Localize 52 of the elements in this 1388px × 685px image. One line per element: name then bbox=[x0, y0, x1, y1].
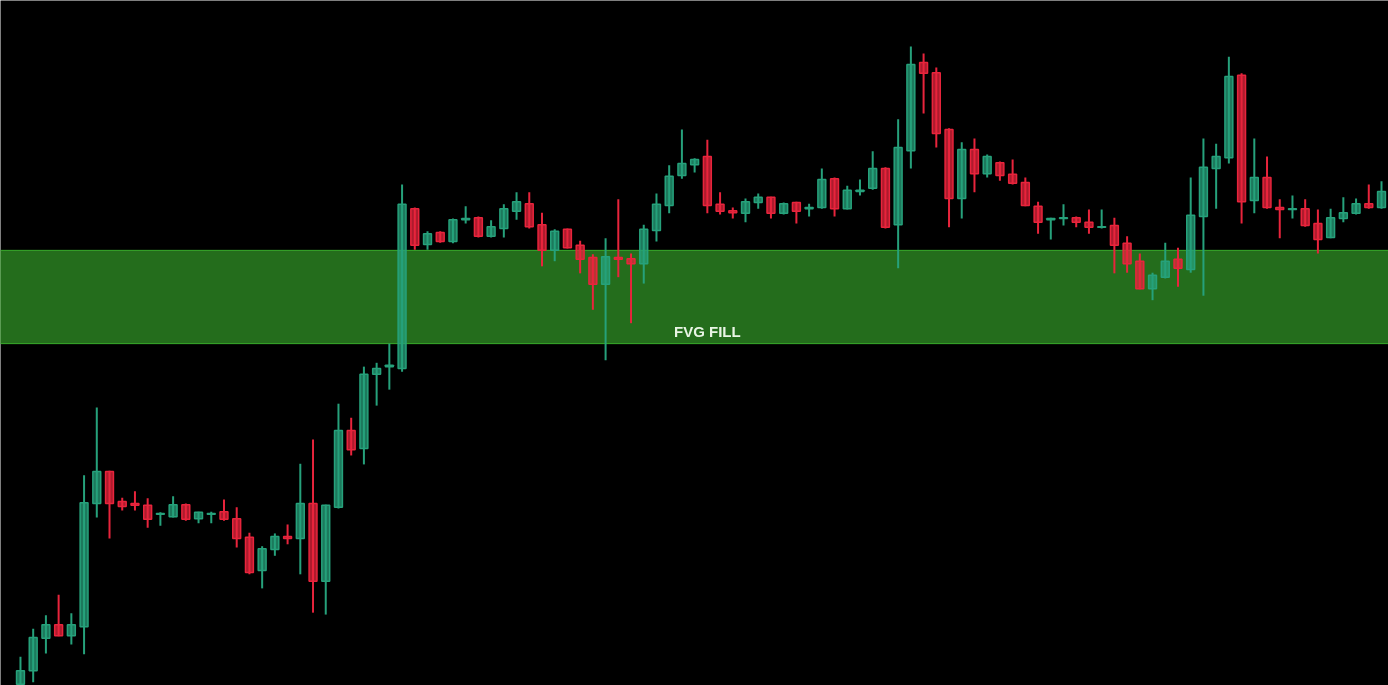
candlestick bbox=[982, 153, 992, 179]
candlestick bbox=[422, 230, 433, 251]
candlestick bbox=[1020, 176, 1031, 208]
candlestick bbox=[1007, 158, 1018, 186]
candlestick bbox=[511, 191, 522, 221]
candlestick bbox=[219, 498, 229, 522]
candlestick bbox=[1338, 196, 1349, 224]
band-label: FVG FILL bbox=[674, 322, 741, 340]
candlestick bbox=[270, 532, 280, 557]
candlestick bbox=[232, 506, 242, 549]
candlestick bbox=[1033, 200, 1043, 235]
candlestick bbox=[53, 593, 64, 638]
candlestick bbox=[1249, 137, 1259, 215]
candlestick bbox=[448, 217, 458, 245]
candlestick bbox=[282, 523, 293, 546]
candlestick bbox=[1300, 198, 1310, 228]
candlestick bbox=[499, 203, 509, 239]
candlestick bbox=[41, 614, 51, 655]
candlestick bbox=[1325, 207, 1336, 240]
candlestick bbox=[142, 497, 153, 529]
candlestick bbox=[130, 490, 140, 512]
candlestick bbox=[346, 416, 356, 457]
candlestick bbox=[1376, 180, 1387, 210]
candlestick bbox=[740, 197, 751, 224]
candlestick bbox=[1122, 235, 1132, 274]
candlestick bbox=[613, 198, 623, 279]
candlestick bbox=[1160, 241, 1170, 280]
candlestick bbox=[677, 128, 687, 180]
candlestick bbox=[1109, 216, 1120, 275]
candlestick bbox=[524, 191, 534, 230]
candlestick bbox=[550, 228, 560, 263]
candlestick bbox=[868, 150, 878, 191]
candlestick bbox=[1287, 194, 1298, 220]
candlestick bbox=[1211, 142, 1221, 210]
candlestick bbox=[1364, 183, 1374, 210]
candlestick bbox=[66, 612, 77, 646]
candlestick bbox=[1096, 208, 1107, 230]
candlestick bbox=[473, 215, 484, 239]
candlestick bbox=[1147, 271, 1158, 302]
candlestick bbox=[918, 52, 929, 115]
candlestick bbox=[1084, 208, 1094, 235]
candlestick bbox=[715, 191, 725, 216]
candlestick bbox=[1058, 203, 1069, 227]
candlestick bbox=[257, 545, 267, 590]
candlestick bbox=[371, 361, 382, 407]
candlestick bbox=[168, 495, 178, 519]
candlestick bbox=[575, 239, 585, 275]
candlestick bbox=[1173, 246, 1183, 288]
candlestick bbox=[1275, 198, 1285, 240]
candlestick bbox=[1313, 208, 1323, 255]
candlestick bbox=[626, 252, 636, 325]
candlestick bbox=[842, 184, 852, 211]
